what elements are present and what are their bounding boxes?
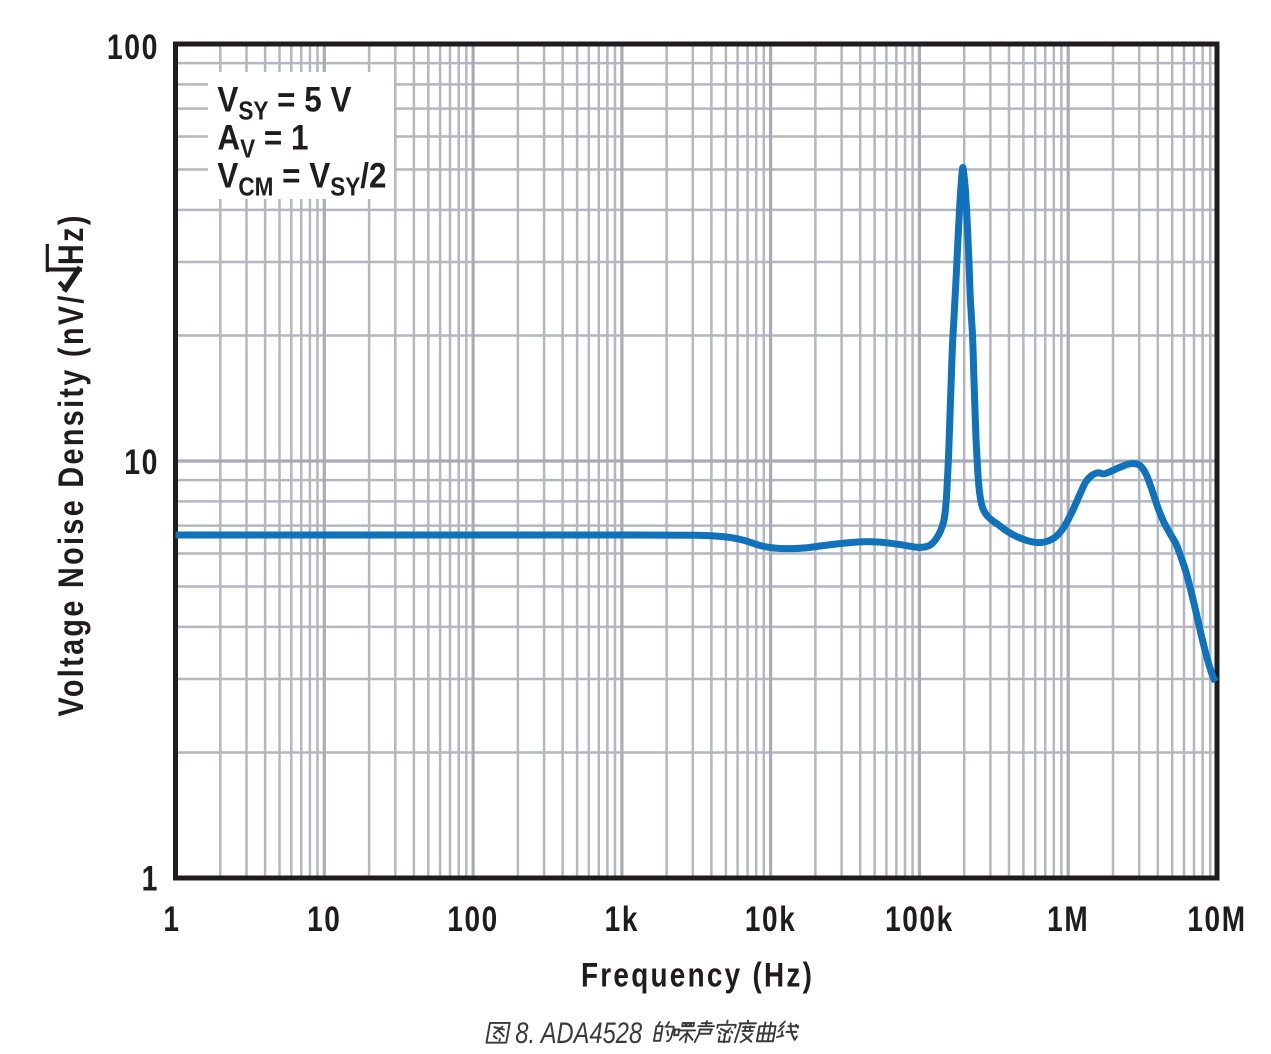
svg-text:10k: 10k (745, 899, 797, 939)
svg-text:100: 100 (107, 27, 159, 67)
svg-text:1M: 1M (1047, 899, 1089, 939)
svg-text:Frequency (Hz): Frequency (Hz) (581, 956, 814, 994)
svg-text:10: 10 (124, 442, 159, 482)
svg-text:Hz): Hz) (51, 213, 90, 265)
svg-text:VCM = VSY/2: VCM = VSY/2 (217, 157, 386, 202)
svg-text:100k: 100k (885, 899, 954, 939)
svg-text:10: 10 (307, 899, 341, 939)
svg-text:10M: 10M (1187, 899, 1246, 939)
svg-text:100: 100 (447, 899, 499, 939)
svg-text:AV = 1: AV = 1 (217, 119, 308, 164)
svg-text:Voltage Noise Density (nV/: Voltage Noise Density (nV/ (51, 293, 90, 716)
svg-text:1: 1 (142, 858, 159, 898)
svg-text:1k: 1k (605, 899, 639, 939)
svg-text:8. ADA4528: 8. ADA4528 (515, 1017, 642, 1050)
svg-text:1: 1 (163, 899, 180, 939)
